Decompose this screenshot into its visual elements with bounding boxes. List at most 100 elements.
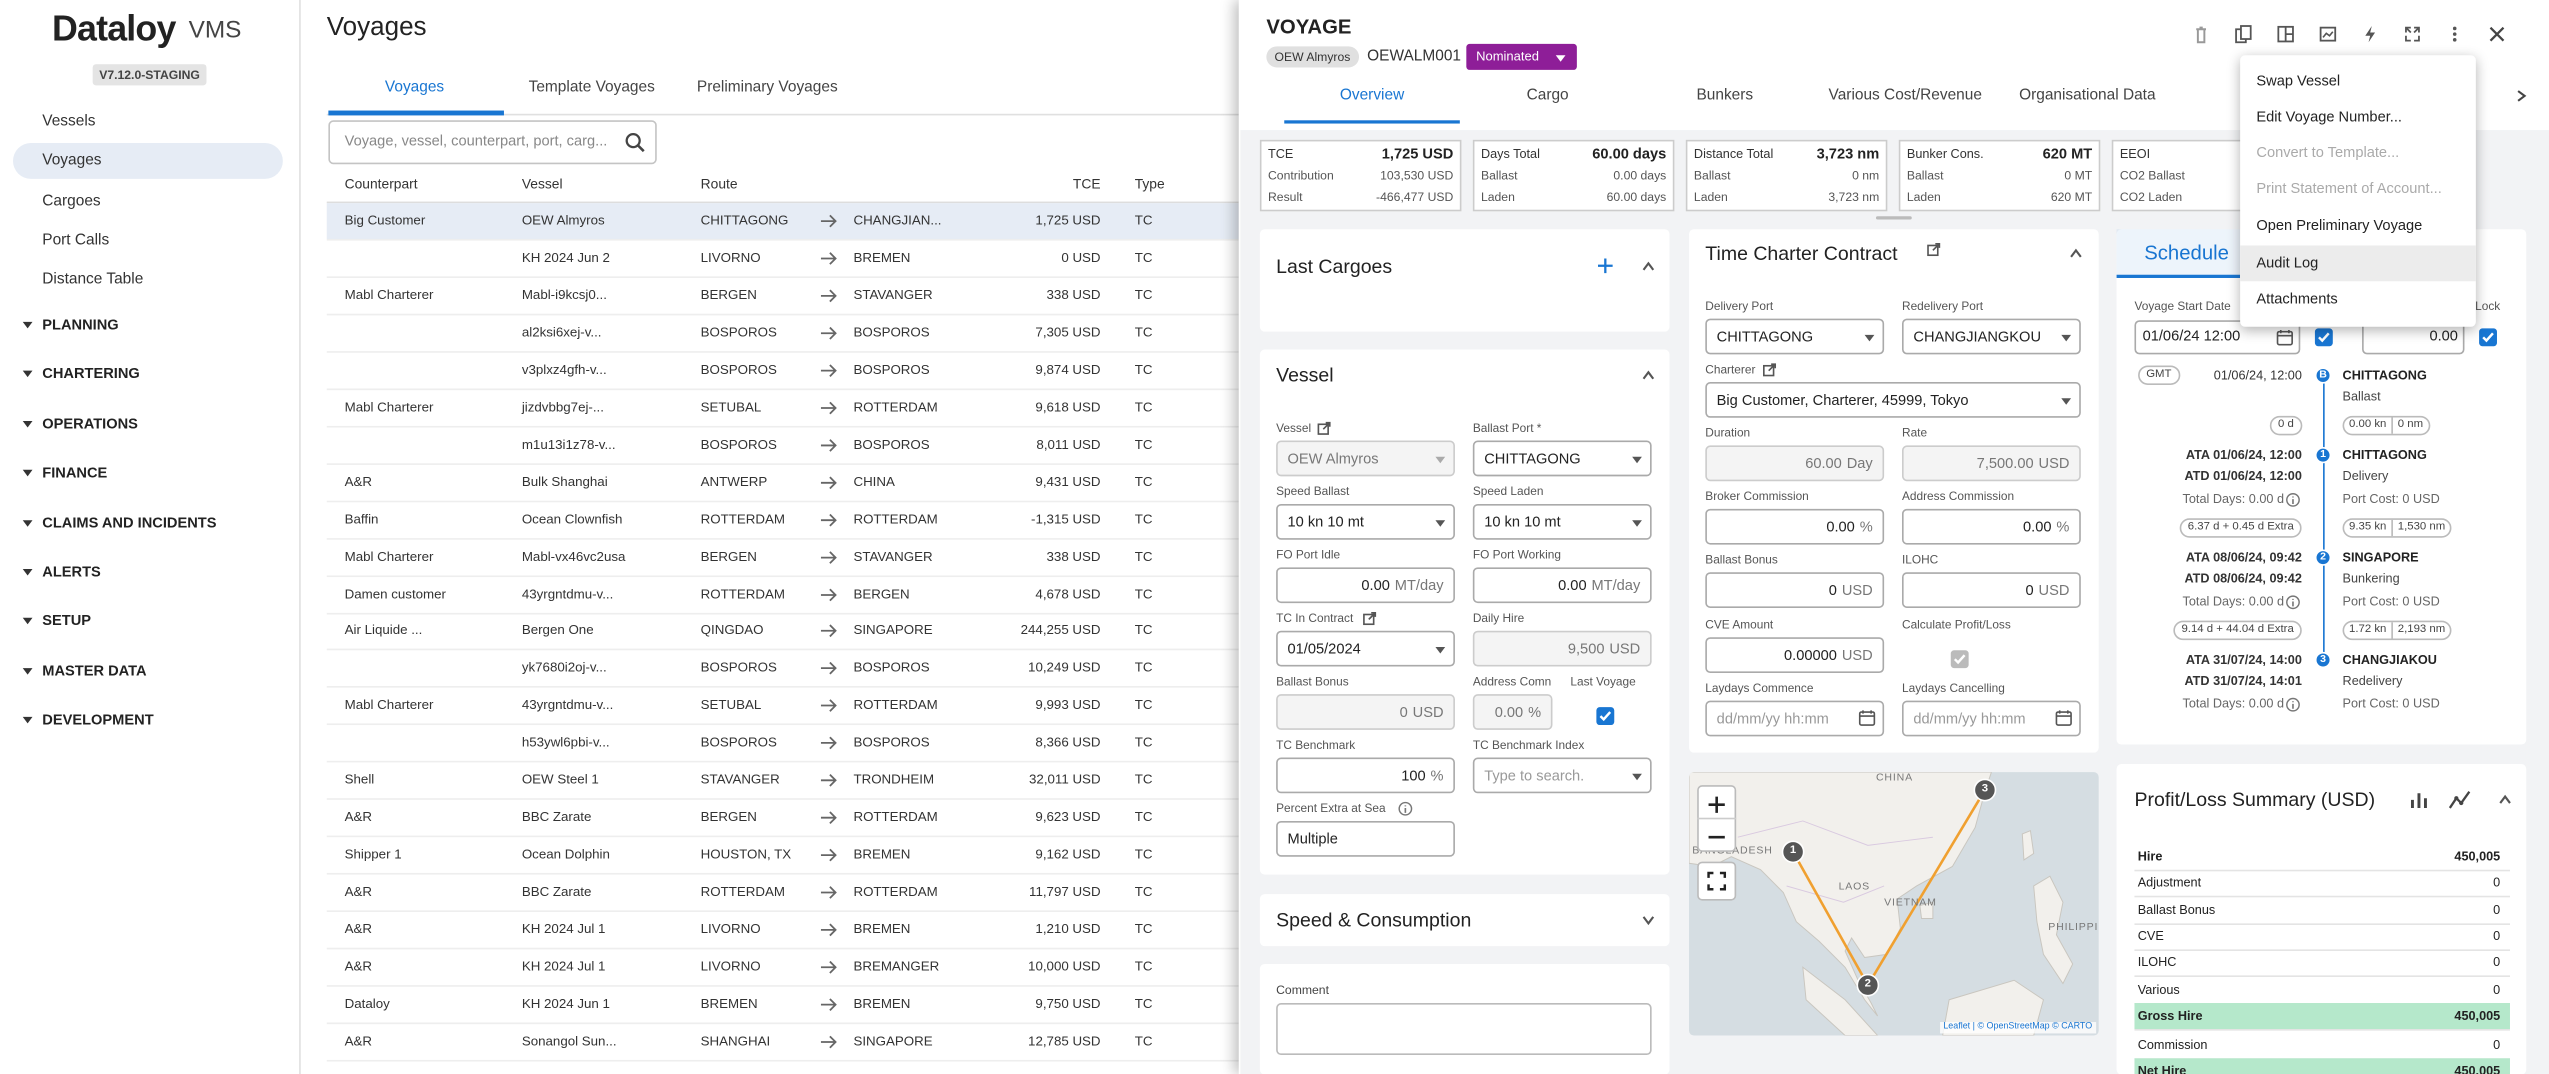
list-tab[interactable]: Template Voyages xyxy=(528,78,655,97)
schedule-tab[interactable]: Schedule xyxy=(2144,241,2229,265)
cell[interactable]: yk7680i2oj-v... xyxy=(521,660,607,676)
toolbar-icon[interactable] xyxy=(2487,24,2507,44)
input-box[interactable]: dd/mm/yy hh:mm xyxy=(1901,700,2081,737)
nav-group[interactable]: SETUP xyxy=(42,612,92,630)
input-box[interactable]: 0.00% xyxy=(1705,508,1885,545)
toolbar-icon[interactable] xyxy=(2276,24,2296,44)
zoom-out-icon[interactable] xyxy=(1707,827,1727,847)
zoom-in-icon[interactable] xyxy=(1707,795,1727,815)
row-divider xyxy=(326,537,1239,540)
nav-item[interactable]: Port Calls xyxy=(42,231,110,250)
toolbar-icon[interactable] xyxy=(2318,24,2338,44)
cell[interactable]: Sonangol Sun... xyxy=(521,1033,617,1049)
input-box[interactable]: Multiple xyxy=(1276,820,1455,857)
menu-item[interactable]: Attachments xyxy=(2256,290,2338,307)
chart-icon[interactable] xyxy=(2409,790,2429,810)
voyage-tab[interactable]: Overview xyxy=(1339,86,1405,105)
menu-item[interactable]: Open Preliminary Voyage xyxy=(2256,217,2423,234)
comment-box[interactable] xyxy=(1276,1003,1652,1056)
input-box[interactable]: 0.00 MT/day xyxy=(1472,567,1652,604)
toolbar-icon[interactable] xyxy=(2191,24,2211,44)
cell[interactable]: KH 2024 Jun 2 xyxy=(521,250,610,266)
cell[interactable]: BBC Zarate xyxy=(521,884,592,900)
cell[interactable]: jizdvbbg7ej-... xyxy=(521,399,604,415)
nav-item[interactable]: Vessels xyxy=(42,112,96,131)
input-box[interactable]: CHITTAGONG xyxy=(1705,318,1885,355)
cell[interactable]: KH 2024 Jun 1 xyxy=(521,996,610,1012)
voyage-tab[interactable]: Bunkers xyxy=(1696,86,1754,105)
trend-icon[interactable] xyxy=(2448,788,2471,811)
list-tab[interactable]: Voyages xyxy=(384,78,445,97)
nav-item[interactable]: Voyages xyxy=(42,152,102,171)
input-box[interactable]: Type to search. xyxy=(1472,757,1652,794)
nav-group[interactable]: FINANCE xyxy=(42,464,108,481)
cell[interactable]: Ocean Clownfish xyxy=(521,511,623,527)
nav-group[interactable]: OPERATIONS xyxy=(42,415,138,432)
nav-item[interactable]: Distance Table xyxy=(42,270,144,289)
input-unit: USD xyxy=(1609,640,1641,657)
input-box[interactable]: 0.00% xyxy=(1901,508,2081,545)
input-box[interactable]: 0 USD xyxy=(1901,572,2081,608)
checkbox[interactable] xyxy=(2479,328,2497,347)
nav-group[interactable]: DEVELOPMENT xyxy=(42,711,154,728)
cell[interactable]: BBC Zarate xyxy=(521,810,592,825)
tabs-scroll-icon[interactable] xyxy=(2513,88,2529,104)
menu-item[interactable]: Swap Vessel xyxy=(2256,72,2341,89)
nav-group[interactable]: MASTER DATA xyxy=(42,662,147,679)
input-box[interactable]: 10 kn 10 mt xyxy=(1472,503,1652,540)
voyage-tab[interactable]: Organisational Data xyxy=(2019,86,2156,105)
cell[interactable]: Bergen One xyxy=(521,623,594,639)
map-marker[interactable] xyxy=(1856,973,1880,997)
nav-group[interactable]: CLAIMS AND INCIDENTS xyxy=(42,514,217,531)
cell[interactable]: KH 2024 Jul 1 xyxy=(521,959,606,974)
cell[interactable]: KH 2024 Jul 1 xyxy=(521,921,606,937)
menu-item[interactable]: Edit Voyage Number... xyxy=(2256,108,2402,125)
nav-group[interactable]: CHARTERING xyxy=(42,365,140,383)
voyage-tab[interactable]: Cargo xyxy=(1526,86,1569,105)
toolbar-icon[interactable] xyxy=(2360,24,2380,44)
input-box[interactable]: 100% xyxy=(1276,757,1455,794)
cell[interactable]: 43yrgntdmu-v... xyxy=(521,586,614,601)
voyage-tab[interactable]: Various Cost/Revenue xyxy=(1828,86,1982,105)
checkbox[interactable] xyxy=(1596,707,1615,726)
cell[interactable]: al2ksi6xej-v... xyxy=(521,325,602,340)
cell[interactable]: Mabl-vx46vc2usa xyxy=(521,548,626,564)
input-box[interactable]: 10 kn 10 mt xyxy=(1276,503,1455,540)
stop-port[interactable]: CHANGJIAKOU xyxy=(2342,652,2437,668)
input-box[interactable]: Big Customer, Charterer, 45999, Tokyo xyxy=(1705,382,2081,418)
map-marker[interactable] xyxy=(1973,778,1997,802)
search-box[interactable] xyxy=(328,120,657,165)
stop-port[interactable]: CHITTAGONG xyxy=(2342,367,2427,383)
cell[interactable]: 43yrgntdmu-v... xyxy=(521,698,614,713)
checkbox[interactable] xyxy=(2314,328,2333,347)
input-box[interactable] xyxy=(2134,320,2301,355)
list-tab[interactable]: Preliminary Voyages xyxy=(696,78,838,97)
toolbar-icon[interactable] xyxy=(2445,24,2465,44)
fullscreen-control[interactable] xyxy=(1697,861,1737,901)
cell[interactable]: OEW Steel 1 xyxy=(521,772,599,788)
map-marker[interactable] xyxy=(1781,840,1805,864)
input-box[interactable]: CHANGJIANGKOU xyxy=(1901,318,2081,355)
input-box[interactable]: dd/mm/yy hh:mm xyxy=(1705,700,1885,737)
toolbar-icon[interactable] xyxy=(2234,24,2254,44)
cell[interactable]: Ocean Dolphin xyxy=(521,847,610,862)
toolbar-icon[interactable] xyxy=(2403,24,2423,44)
nav-group[interactable]: PLANNING xyxy=(42,316,119,333)
cell[interactable]: v3plxz4gfh-v... xyxy=(521,362,607,377)
input-box[interactable]: 0 USD xyxy=(1705,572,1885,608)
cell[interactable]: Bulk Shanghai xyxy=(521,474,608,489)
cell[interactable]: h53ywl6pbi-v... xyxy=(521,735,610,751)
nav-group[interactable]: ALERTS xyxy=(42,563,101,580)
cell[interactable]: OEW Almyros xyxy=(521,213,605,228)
stop-port[interactable]: SINGAPORE xyxy=(2342,549,2419,565)
add-icon[interactable] xyxy=(1596,257,1614,275)
cell[interactable]: Mabl-i9kcsj0... xyxy=(521,287,607,303)
stop-port[interactable]: CHITTAGONG xyxy=(2342,447,2427,463)
nav-item[interactable]: Cargoes xyxy=(42,191,101,210)
input-box[interactable]: 01/05/2024 xyxy=(1276,630,1455,667)
input-box[interactable]: 0.00 MT/day xyxy=(1276,567,1455,604)
input-box[interactable]: CHITTAGONG xyxy=(1472,440,1652,477)
menu-item[interactable]: Audit Log xyxy=(2256,254,2319,271)
input-box[interactable]: 0.00000 USD xyxy=(1705,637,1885,674)
cell[interactable]: m1u13i1z78-v... xyxy=(521,436,616,452)
